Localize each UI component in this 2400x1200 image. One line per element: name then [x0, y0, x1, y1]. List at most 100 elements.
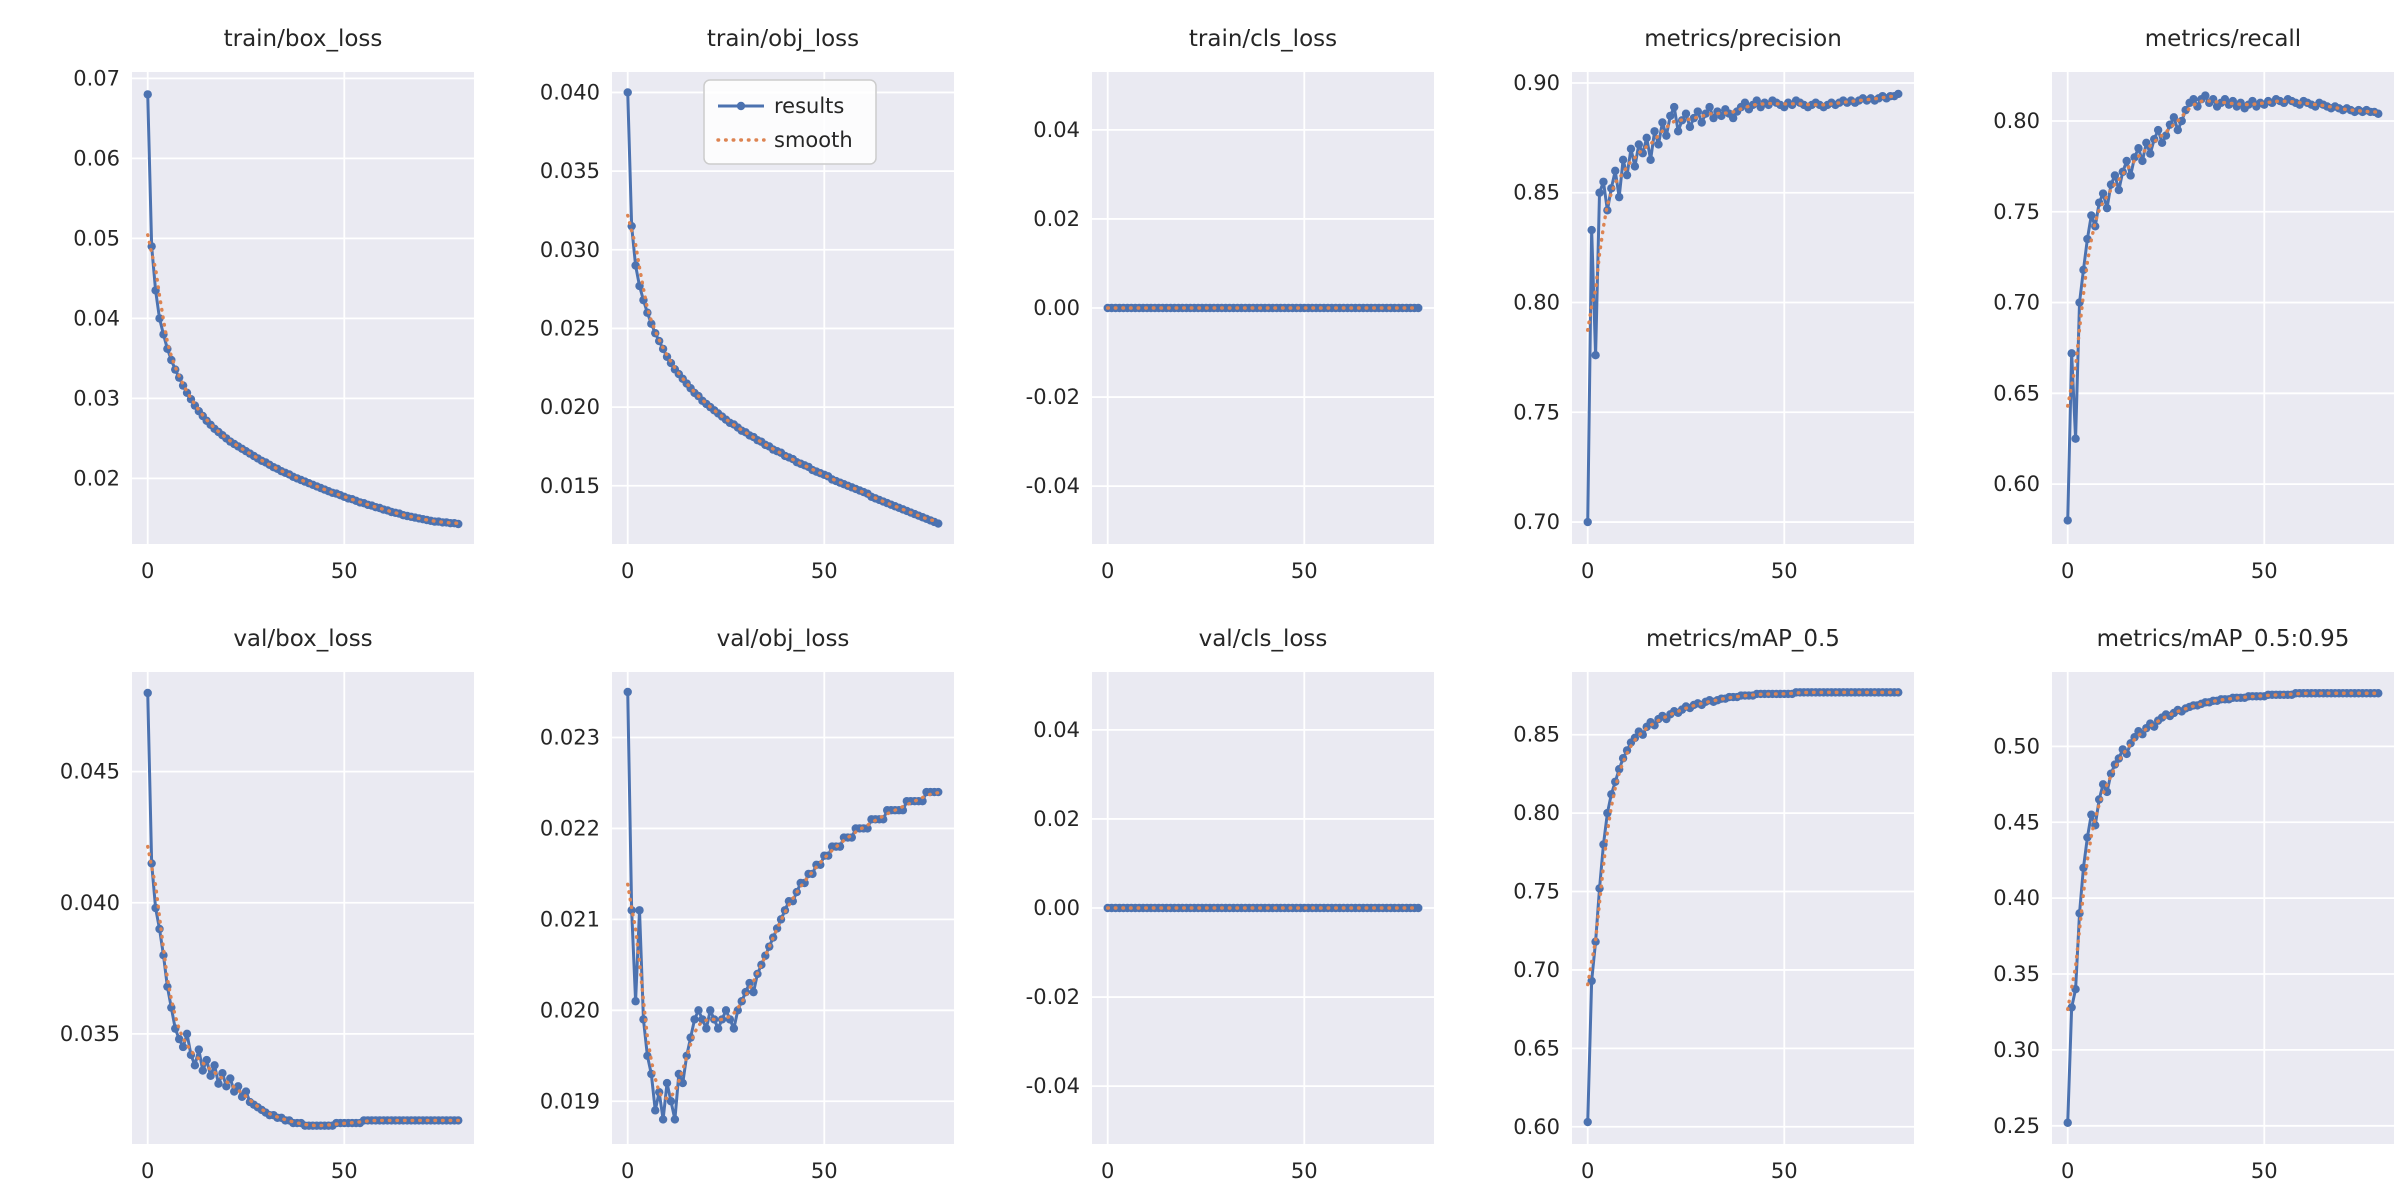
axes-background: [1572, 672, 1914, 1144]
results-marker: [1642, 133, 1651, 143]
results-marker: [698, 1015, 707, 1024]
smooth-line: [626, 790, 940, 1101]
subplot-title: val/obj_loss: [716, 626, 850, 652]
results-marker: [729, 1024, 739, 1033]
x-tick-label: 0: [141, 559, 154, 583]
y-tick-label: 0.80: [1513, 801, 1560, 825]
x-tick-label: 50: [811, 1159, 838, 1183]
x-tick-label: 50: [331, 559, 358, 583]
results-marker: [2087, 810, 2096, 819]
results-marker: [2153, 125, 2163, 135]
results-marker: [2087, 211, 2096, 220]
subplot-title: metrics/precision: [1644, 26, 1842, 52]
x-tick-label: 50: [1771, 559, 1798, 583]
results-marker: [1705, 102, 1714, 112]
plot-metrics-map50-95: 0 50 0.25 0.30 0.35 0.40 0.45 0.50: [1993, 672, 2394, 1183]
axes-background: [2052, 72, 2394, 544]
y-tick-label: 0.02: [1033, 807, 1080, 831]
y-tick-label: 0.50: [1993, 734, 2040, 758]
y-tick-label: 0.035: [540, 159, 600, 183]
x-tick-label: 50: [331, 1159, 358, 1183]
y-tick-label: 0.85: [1513, 723, 1560, 747]
y-tick-label: 0.80: [1993, 109, 2040, 133]
results-marker: [2130, 153, 2139, 162]
smooth-line: [626, 213, 940, 523]
y-tick-label: 0.00: [1033, 296, 1080, 320]
results-marker: [2189, 95, 2198, 104]
results-marker: [143, 688, 152, 698]
results-marker: [2067, 1003, 2076, 1012]
results-marker: [2374, 689, 2383, 698]
plot-metrics-map50: 0 50 0.60 0.65 0.70 0.75 0.80 0.85: [1513, 672, 1914, 1183]
results-marker: [218, 1069, 227, 1078]
results-marker: [670, 1115, 680, 1124]
subplot-train-obj-loss: 0 50 0.015 0.020 0.025 0.030 0.035 0.040 results…: [480, 0, 960, 600]
results-marker: [222, 1082, 231, 1091]
subplot-val-cls-loss: 0 50 -0.04 -0.02 0.00 0.02 0.04 val/cls_loss: [960, 600, 1440, 1200]
y-tick-label: 0.025: [540, 316, 600, 340]
y-tick-label: 0.04: [1033, 718, 1080, 742]
results-marker: [2150, 134, 2159, 144]
results-marker: [1740, 98, 1750, 107]
y-tick-label: 0.030: [540, 238, 600, 262]
x-tick-label: 0: [1101, 559, 1114, 583]
results-marker: [1728, 113, 1738, 123]
results-marker: [1654, 140, 1663, 149]
y-tick-label: 0.06: [73, 146, 120, 170]
results-marker: [721, 1006, 731, 1015]
y-tick-label: 0.60: [1993, 472, 2040, 496]
y-tick-label: 0.45: [1993, 810, 2040, 834]
y-tick-label: 0.020: [540, 998, 600, 1022]
x-tick-label: 0: [2061, 559, 2074, 583]
results-marker: [631, 261, 640, 270]
subplot-title: metrics/mAP_0.5:0.95: [2096, 626, 2350, 652]
results-marker: [1693, 107, 1702, 116]
plot-val-box-loss: 0 50 0.035 0.040 0.045: [60, 672, 474, 1183]
results-marker: [159, 951, 168, 960]
plot-metrics-precision: 0 50 0.70 0.75 0.80 0.85 0.90: [1513, 71, 1914, 583]
y-tick-label: 0.05: [73, 226, 120, 250]
results-marker: [745, 978, 754, 988]
subplot-title: train/box_loss: [223, 26, 383, 52]
results-marker: [1752, 96, 1761, 105]
smooth-line: [1586, 94, 1900, 332]
y-tick-label: 0.035: [60, 1022, 120, 1046]
subplot-val-box-loss: 0 50 0.035 0.040 0.045 val/box_loss: [0, 600, 480, 1200]
subplot-title: metrics/recall: [2144, 26, 2302, 52]
results-marker: [233, 1082, 243, 1091]
results-marker: [1626, 144, 1636, 154]
y-tick-label: 0.80: [1513, 291, 1560, 315]
x-tick-label: 0: [621, 559, 634, 583]
results-marker: [749, 987, 758, 997]
subplot-train-box-loss: 0 50 0.02 0.03 0.04 0.05 0.06 0.07 train/box_lo…: [0, 0, 480, 600]
results-marker: [627, 906, 636, 915]
subplot-title: train/cls_loss: [1188, 26, 1338, 52]
results-marker: [2114, 185, 2124, 195]
y-tick-label: -0.04: [1026, 474, 1080, 498]
plot-val-obj-loss: 0 50 0.019 0.020 0.021 0.022 0.023: [540, 672, 954, 1183]
results-marker: [2138, 730, 2147, 739]
axes-background: [1572, 72, 1914, 544]
results-marker: [2146, 149, 2155, 158]
y-tick-label: 0.25: [1993, 1114, 2040, 1138]
results-marker: [174, 1034, 184, 1044]
results-marker: [190, 1061, 200, 1070]
results-marker: [2161, 131, 2171, 140]
results-marker: [635, 906, 644, 915]
y-tick-label: 0.04: [73, 306, 120, 330]
y-tick-label: 0.70: [1513, 958, 1560, 982]
results-marker: [1591, 351, 1600, 360]
results-marker: [1599, 177, 1608, 186]
plot-val-cls-loss: 0 50 -0.04 -0.02 0.00 0.02 0.04: [1026, 672, 1434, 1183]
y-tick-label: 0.022: [540, 816, 600, 840]
y-tick-label: -0.02: [1026, 385, 1080, 409]
y-tick-label: 0.85: [1513, 181, 1560, 205]
results-marker: [241, 1087, 251, 1096]
results-marker: [1681, 109, 1691, 118]
results-marker: [690, 1015, 699, 1024]
results-marker: [2142, 138, 2151, 147]
results-marker: [2083, 234, 2092, 244]
results-marker: [1414, 903, 1423, 913]
y-tick-label: 0.040: [60, 891, 120, 915]
subplot-metrics-map50-95: 0 50 0.25 0.30 0.35 0.40 0.45 0.50 metrics/mAP_…: [1920, 600, 2400, 1200]
